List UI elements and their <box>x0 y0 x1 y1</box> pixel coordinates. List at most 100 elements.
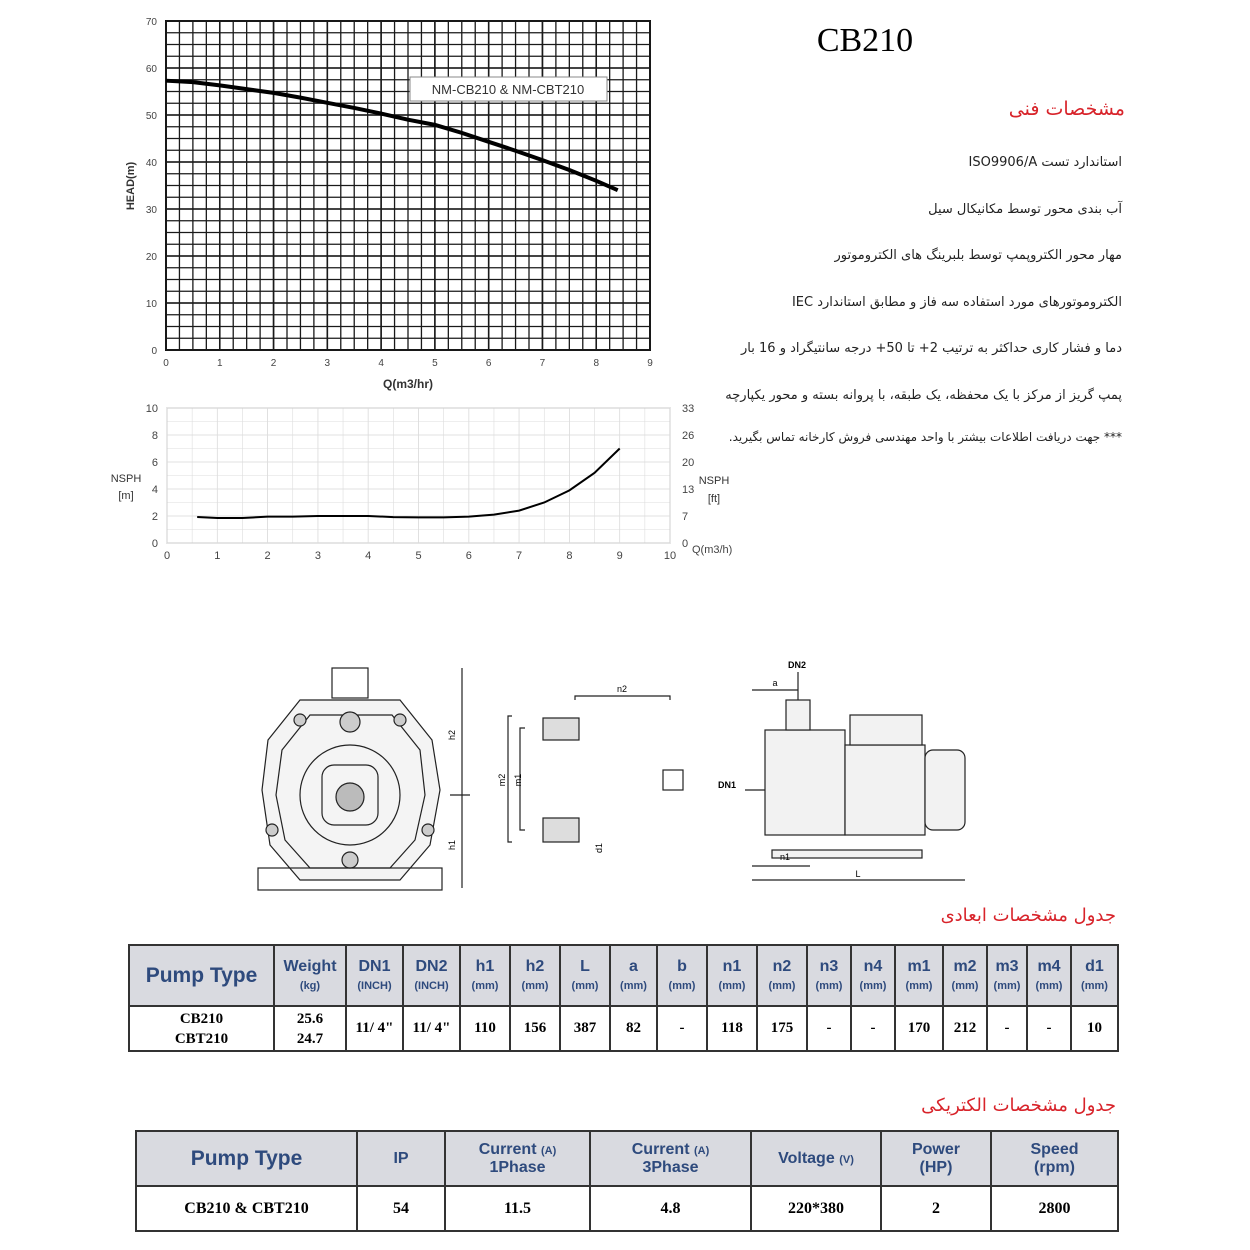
header-row: Pump Type Weight (kg) DN1 (INCH) DN2 (INCH) h1 (… <box>128 944 1119 1007</box>
y-tick-label: 40 <box>146 158 158 169</box>
x-tick-label: 9 <box>617 550 623 562</box>
header-name: Voltage <box>778 1149 835 1167</box>
header-sub: (HP) <box>919 1158 953 1176</box>
header-line: m3 <box>988 958 1026 976</box>
header-cell: Current (A) 1Phase <box>444 1130 591 1187</box>
y2-tick-label: 0 <box>682 538 688 550</box>
spec-line: دما و فشار کاری حداکثر به ترتیب 2+ تا 50… <box>741 341 1122 356</box>
y-tick-label: 2 <box>152 511 158 523</box>
header-line: n1 <box>708 958 756 976</box>
data-cell: 82 <box>609 1005 658 1052</box>
outlet <box>331 667 369 699</box>
header-name: m4 <box>1037 957 1061 975</box>
data-cell: CB210 CBT210 <box>128 1005 275 1052</box>
header-unit: (A) <box>693 1144 710 1157</box>
x-tick-label: 6 <box>486 358 492 369</box>
y-tick-label: 10 <box>146 403 158 415</box>
x-tick-label: 0 <box>164 550 170 562</box>
cell-line: 25.6 <box>296 1010 324 1027</box>
cell-line: 24.7 <box>296 1030 324 1047</box>
header-cell: n3 (mm) <box>806 944 852 1007</box>
x-axis-label: Q(m3/hr) <box>383 377 433 391</box>
y2-tick-label: 20 <box>682 457 694 469</box>
header-cell: IP <box>356 1130 446 1187</box>
header-cell: L (mm) <box>559 944 611 1007</box>
dim-label: L <box>855 869 860 879</box>
header-name: Current <box>631 1140 690 1158</box>
x-tick-label: 7 <box>516 550 522 562</box>
header-name: Weight <box>283 957 337 975</box>
header-line: Current (A) <box>446 1141 589 1159</box>
base-plan <box>507 695 684 843</box>
header-unit: (mm) <box>993 979 1021 992</box>
data-cell: 118 <box>706 1005 758 1052</box>
header-unit: (mm) <box>620 979 647 992</box>
header-line: a <box>611 958 656 976</box>
header-name: n1 <box>722 957 742 975</box>
data-cell: - <box>850 1005 896 1052</box>
header-unit: (mm) <box>1035 979 1063 992</box>
header-unit: (V) <box>839 1153 854 1166</box>
header-cell: m4 (mm) <box>1026 944 1072 1007</box>
series-line <box>197 447 621 520</box>
y-tick-label: 70 <box>146 17 158 28</box>
shaft <box>335 782 365 812</box>
header-cell: Pump Type <box>135 1130 358 1187</box>
header-sub: (rpm) <box>1034 1158 1075 1176</box>
data-cell: - <box>986 1005 1028 1052</box>
header-cell: n1 (mm) <box>706 944 758 1007</box>
x-tick-label: 1 <box>214 550 220 562</box>
x-tick-label: 1 <box>217 358 223 369</box>
dim-label: DN2 <box>788 660 806 670</box>
header-name: n4 <box>863 957 883 975</box>
header-cell: h1 (mm) <box>459 944 511 1007</box>
header-name: L <box>580 957 590 975</box>
header-unit: (mm) <box>521 979 549 992</box>
x-tick-label: 3 <box>325 358 331 369</box>
header-unit: (mm) <box>768 979 796 992</box>
header-name: DN2 <box>415 957 448 975</box>
bolt <box>265 823 279 837</box>
header-cell: Current (A) 3Phase <box>589 1130 752 1187</box>
electrical-table: Pump Type IP Current (A) 1Phase Current (A) 3… <box>135 1130 1119 1232</box>
header-line: Speed <box>992 1141 1117 1159</box>
header-cell: d1 (mm) <box>1070 944 1119 1007</box>
header-line: b <box>658 958 706 976</box>
header-name: h1 <box>475 957 495 975</box>
table-title: جدول مشخصات ابعادی <box>940 905 1116 926</box>
header-sub: 3Phase <box>642 1158 699 1176</box>
x-tick-label: 6 <box>466 550 472 562</box>
annotation: NM-CB210 & NM-CBT210 <box>432 82 584 97</box>
y-axis-unit: [m] <box>118 490 133 502</box>
dim-label: n2 <box>617 684 627 694</box>
table-title: جدول مشخصات الکتریکی <box>921 1095 1116 1116</box>
data-cell: 54 <box>356 1185 446 1232</box>
header-cell: m3 (mm) <box>986 944 1028 1007</box>
header-line: n3 <box>808 958 850 976</box>
header-unit: (mm) <box>571 979 599 992</box>
header-line: Power <box>882 1141 990 1159</box>
y-tick-label: 10 <box>146 299 158 310</box>
header-name: m1 <box>907 957 931 975</box>
y-tick-label: 0 <box>151 346 157 357</box>
header-name: m2 <box>953 957 977 975</box>
header-line: L <box>561 958 609 976</box>
header-cell: DN1 (INCH) <box>345 944 404 1007</box>
header-unit: (mm) <box>668 979 696 992</box>
spec-line: مهار محور الکتروپمپ توسط بلبرینگ های الک… <box>834 248 1122 263</box>
data-cell: 110 <box>459 1005 511 1052</box>
data-cell: - <box>1026 1005 1072 1052</box>
data-cell: 220*380 <box>750 1185 882 1232</box>
bolt <box>341 851 359 869</box>
bolt <box>393 713 407 727</box>
x-tick-label: 4 <box>378 358 384 369</box>
y-axis-label: HEAD(m) <box>125 162 137 211</box>
motor <box>844 744 926 836</box>
x-tick-label: 2 <box>271 358 277 369</box>
dim-label: n1 <box>780 852 790 862</box>
product-title: CB210 <box>816 22 914 59</box>
header-line: DN1 <box>347 958 402 976</box>
drawings: h2 h1 n2 m2 m1 d1 DN2 a DN1 n1 L <box>257 660 966 891</box>
header-unit: (A) <box>540 1144 557 1157</box>
header-line: DN2 <box>404 958 459 976</box>
